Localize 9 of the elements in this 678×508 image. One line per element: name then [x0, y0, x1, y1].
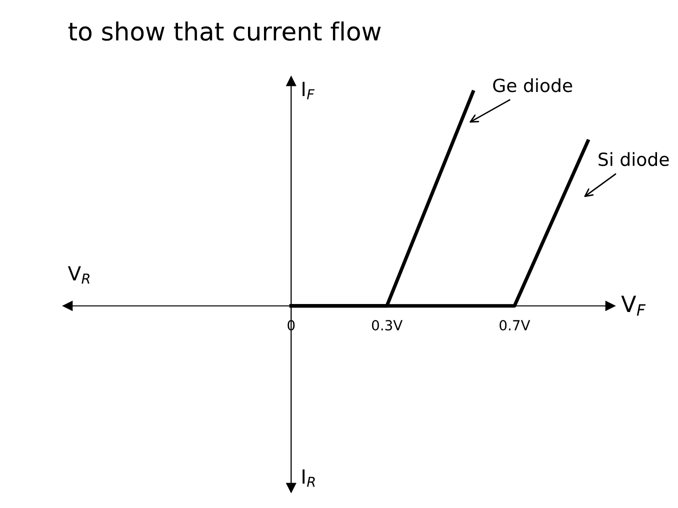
x-tick-label: 0.7V	[500, 320, 530, 331]
series-label: Si diode	[598, 152, 669, 166]
text: I$_{R}$	[302, 469, 315, 487]
x-tick-label: 0.3V	[372, 320, 403, 331]
series-label: Ge diode	[493, 78, 572, 92]
chart-title: to show that current flow	[68, 21, 381, 41]
y-axis-title: I$_{F}$	[302, 82, 315, 100]
x-axis-title: V$_{F}$	[621, 296, 646, 316]
annotation: V$_{R}$	[68, 266, 90, 284]
